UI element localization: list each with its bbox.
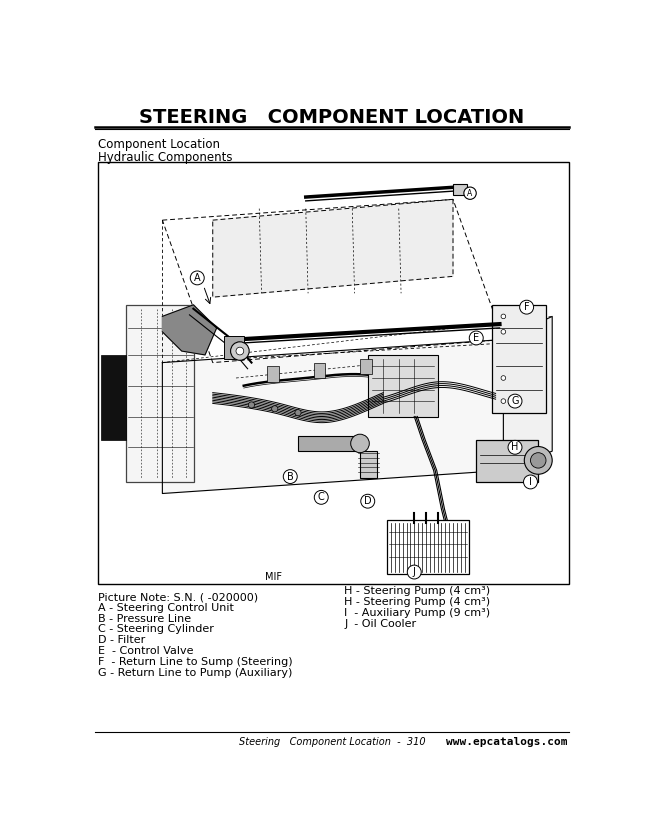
Text: H - Steering Pump (4 cm³): H - Steering Pump (4 cm³) <box>345 597 491 607</box>
Text: STEERING   COMPONENT LOCATION: STEERING COMPONENT LOCATION <box>139 108 525 127</box>
Bar <box>360 359 371 374</box>
Bar <box>453 184 467 195</box>
Bar <box>476 439 538 482</box>
Text: Component Location: Component Location <box>98 138 220 150</box>
Circle shape <box>520 300 533 314</box>
Circle shape <box>531 453 546 468</box>
Text: I: I <box>529 477 532 487</box>
Polygon shape <box>213 199 453 297</box>
Text: Hydraulic Components: Hydraulic Components <box>98 151 233 164</box>
Text: I  - Auxiliary Pump (9 cm³): I - Auxiliary Pump (9 cm³) <box>345 608 491 618</box>
Bar <box>314 363 325 378</box>
Text: D: D <box>364 496 371 507</box>
Text: F: F <box>524 302 529 312</box>
Circle shape <box>191 271 204 285</box>
Text: E: E <box>473 333 480 343</box>
Circle shape <box>283 470 297 484</box>
Circle shape <box>469 331 483 345</box>
Text: B - Pressure Line: B - Pressure Line <box>98 613 191 623</box>
Circle shape <box>236 347 244 354</box>
Polygon shape <box>163 305 216 354</box>
Circle shape <box>501 314 505 318</box>
Circle shape <box>524 475 537 489</box>
Bar <box>298 436 360 451</box>
Circle shape <box>361 494 375 508</box>
Text: G: G <box>511 396 519 406</box>
Text: Steering   Component Location  -  310: Steering Component Location - 310 <box>238 737 426 747</box>
Circle shape <box>464 187 476 199</box>
Circle shape <box>248 402 255 408</box>
Circle shape <box>508 440 522 454</box>
Text: E  - Control Valve: E - Control Valve <box>98 646 194 656</box>
Circle shape <box>272 406 278 412</box>
Text: Picture Note: S.N. ( -020000): Picture Note: S.N. ( -020000) <box>98 592 258 602</box>
Text: G - Return Line to Pump (Auxiliary): G - Return Line to Pump (Auxiliary) <box>98 668 292 678</box>
Text: J: J <box>413 567 415 577</box>
Text: C: C <box>318 492 325 502</box>
Bar <box>98 162 569 584</box>
Circle shape <box>295 410 301 416</box>
Text: A - Steering Control Unit: A - Steering Control Unit <box>98 603 234 613</box>
Text: A: A <box>467 189 472 197</box>
Text: H: H <box>511 443 518 452</box>
Text: MIF: MIF <box>264 572 282 581</box>
Circle shape <box>501 399 505 403</box>
Circle shape <box>508 394 522 408</box>
Circle shape <box>351 434 369 453</box>
Circle shape <box>231 342 249 360</box>
Bar <box>492 305 546 412</box>
Circle shape <box>501 329 505 334</box>
Bar <box>101 354 126 439</box>
Text: B: B <box>287 471 294 481</box>
Polygon shape <box>163 339 503 493</box>
Text: www.epcatalogs.com: www.epcatalogs.com <box>446 737 568 747</box>
Bar <box>126 305 194 482</box>
Circle shape <box>408 565 421 579</box>
Text: A: A <box>194 273 201 283</box>
Bar <box>224 336 244 359</box>
Bar <box>360 451 377 478</box>
Text: J  - Oil Cooler: J - Oil Cooler <box>345 619 417 629</box>
Polygon shape <box>503 317 552 470</box>
Bar <box>267 366 279 382</box>
Circle shape <box>524 447 552 475</box>
Circle shape <box>314 491 329 504</box>
Text: H - Steering Pump (4 cm³): H - Steering Pump (4 cm³) <box>345 586 491 596</box>
Bar <box>387 521 469 575</box>
Text: F  - Return Line to Sump (Steering): F - Return Line to Sump (Steering) <box>98 657 293 667</box>
Text: D - Filter: D - Filter <box>98 635 145 645</box>
Bar <box>368 354 437 417</box>
Text: C - Steering Cylinder: C - Steering Cylinder <box>98 624 214 634</box>
Circle shape <box>501 375 505 381</box>
